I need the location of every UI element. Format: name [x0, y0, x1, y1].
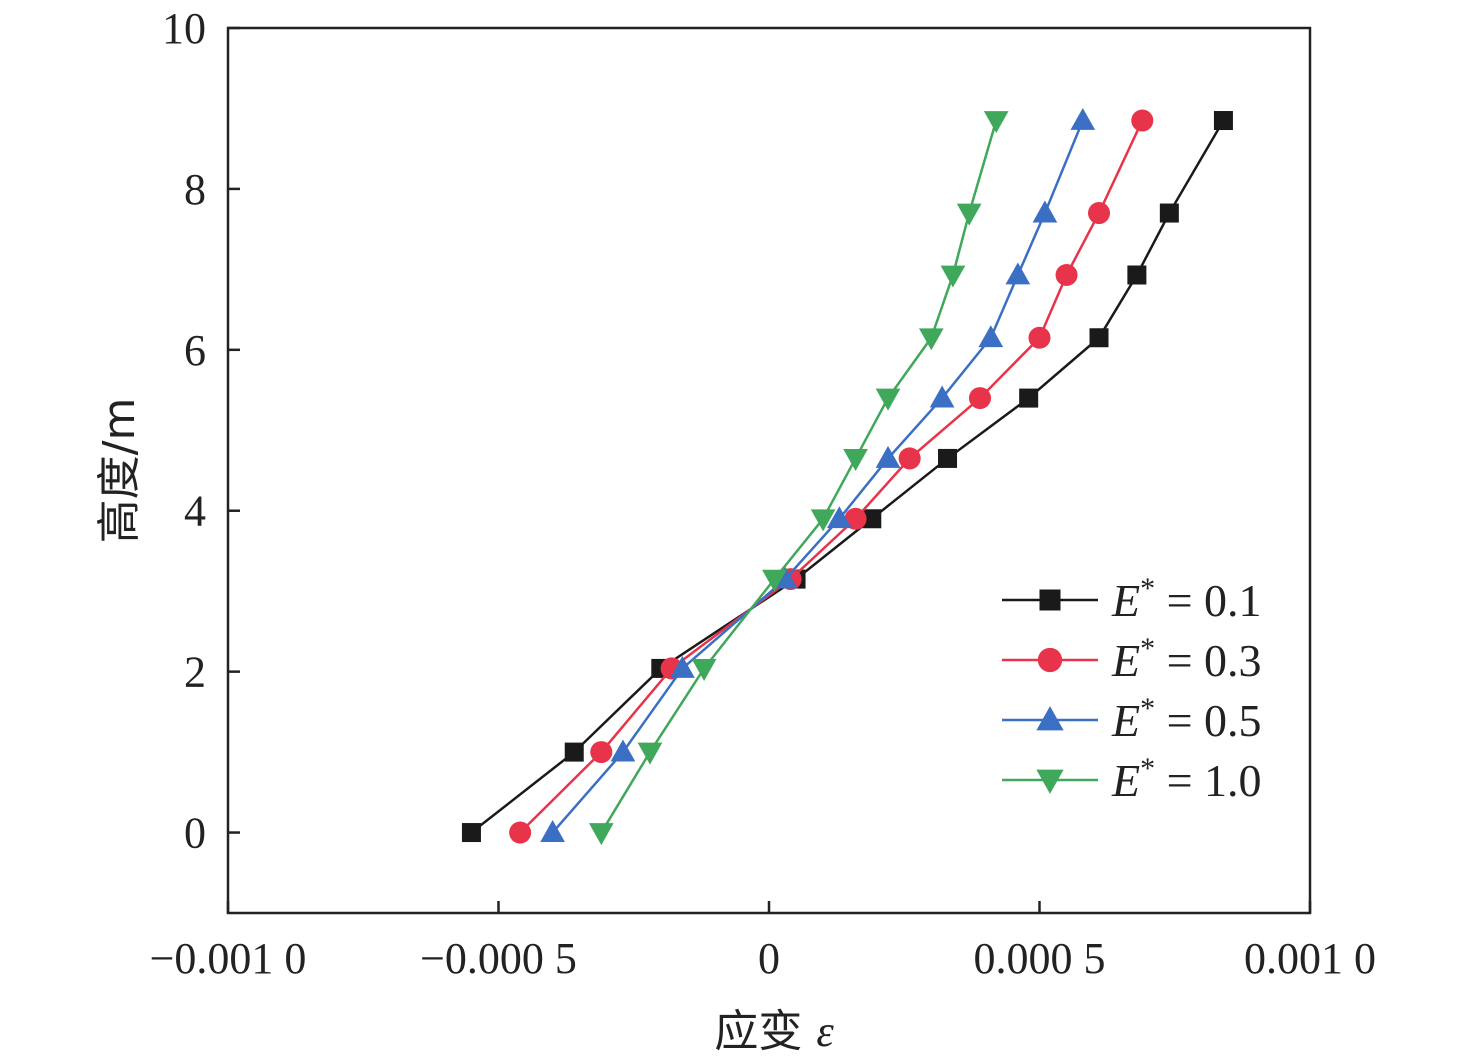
- series-line: [551, 120, 1084, 834]
- data-point-triangle-down: [918, 328, 944, 351]
- x-axis-title-text: 应变: [714, 1006, 816, 1057]
- y-tick-label: 10: [162, 4, 206, 53]
- data-point-square: [862, 509, 882, 529]
- legend-label: E* = 1.0: [1111, 752, 1262, 806]
- x-axis-title: 应变 ε: [714, 1006, 834, 1057]
- legend-label: E* = 0.3: [1111, 632, 1262, 686]
- x-tick-label: 0.001 0: [1244, 934, 1376, 983]
- y-tick-label: 4: [184, 487, 206, 536]
- data-point-triangle-down: [843, 449, 868, 471]
- y-tick-label: 2: [184, 648, 206, 697]
- data-point-square: [461, 823, 481, 843]
- data-point-circle: [509, 821, 532, 844]
- data-point-triangle-up: [670, 655, 695, 678]
- series-line: [600, 120, 998, 834]
- x-axis-ticks: −0.001 0 −0.000 5 0 0.000 5 0.001 0: [150, 901, 1376, 983]
- data-point-triangle-down: [691, 659, 717, 681]
- legend-item: E* = 1.0: [1002, 752, 1262, 806]
- data-point-triangle-up: [610, 739, 636, 762]
- data-point-triangle-down: [810, 509, 836, 532]
- data-point-square: [1213, 111, 1233, 131]
- data-point-square: [1019, 388, 1039, 408]
- data-point-triangle-up: [540, 820, 565, 842]
- data-point-circle: [968, 387, 992, 410]
- data-point-circle: [1055, 263, 1078, 287]
- y-axis-title: 高度/m: [94, 398, 145, 544]
- y-tick-label: 0: [184, 809, 206, 858]
- data-point-triangle-up: [1070, 107, 1096, 130]
- data-point-square: [1159, 203, 1179, 223]
- data-point-triangle-up: [929, 385, 955, 408]
- data-point-square: [564, 742, 584, 762]
- data-point-circle: [590, 741, 613, 764]
- series-group-3: [588, 111, 1009, 846]
- x-tick-label: 0: [758, 934, 780, 983]
- data-point-triangle-down: [983, 111, 1009, 134]
- series-line: [470, 119, 1225, 834]
- legend-item: E* = 0.1: [1002, 572, 1262, 626]
- data-point-triangle-down: [637, 742, 663, 765]
- legend-item: E* = 0.5: [1002, 692, 1262, 746]
- data-point-square: [1127, 265, 1147, 285]
- data-point-circle: [1087, 202, 1111, 225]
- x-axis-title-symbol: ε: [816, 1007, 834, 1056]
- data-point-triangle-up: [978, 325, 1004, 348]
- plot-frame: [226, 26, 1312, 915]
- data-point-triangle-up: [1036, 706, 1064, 731]
- y-tick-label: 8: [184, 165, 206, 214]
- data-point-triangle-down: [940, 265, 966, 288]
- data-point-triangle-up: [1005, 262, 1031, 285]
- y-axis-ticks: 0 2 4 6 8 10: [162, 4, 240, 858]
- data-point-square: [1039, 589, 1061, 611]
- data-point-circle: [898, 447, 921, 470]
- data-point-triangle-down: [956, 203, 982, 226]
- y-tick-label: 6: [184, 326, 206, 375]
- data-point-triangle-up: [875, 445, 901, 468]
- legend-item: E* = 0.3: [1002, 632, 1262, 686]
- legend-label: E* = 0.5: [1111, 692, 1262, 746]
- series-layer: [461, 107, 1233, 846]
- x-tick-label: −0.000 5: [420, 934, 577, 983]
- series-group-0: [461, 111, 1233, 843]
- data-point-triangle-down: [762, 569, 787, 592]
- series-group-2: [540, 107, 1096, 842]
- x-tick-label: −0.001 0: [150, 934, 307, 983]
- data-point-circle: [1028, 326, 1051, 349]
- series-group-1: [509, 109, 1154, 844]
- data-point-circle: [844, 507, 867, 530]
- data-point-circle: [1037, 647, 1063, 673]
- data-point-triangle-up: [1032, 200, 1058, 223]
- data-point-triangle-down: [588, 823, 614, 846]
- legend: E* = 0.1 E* = 0.3 E* = 0.5 E* = 1.0: [1002, 572, 1262, 806]
- data-point-circle: [1131, 109, 1154, 132]
- x-tick-label: 0.000 5: [974, 934, 1106, 983]
- data-point-square: [938, 448, 958, 468]
- legend-label: E* = 0.1: [1111, 572, 1262, 626]
- data-point-triangle-down: [1036, 769, 1064, 794]
- data-point-triangle-down: [875, 388, 901, 411]
- data-point-triangle-up: [826, 506, 852, 529]
- data-point-square: [1089, 328, 1109, 348]
